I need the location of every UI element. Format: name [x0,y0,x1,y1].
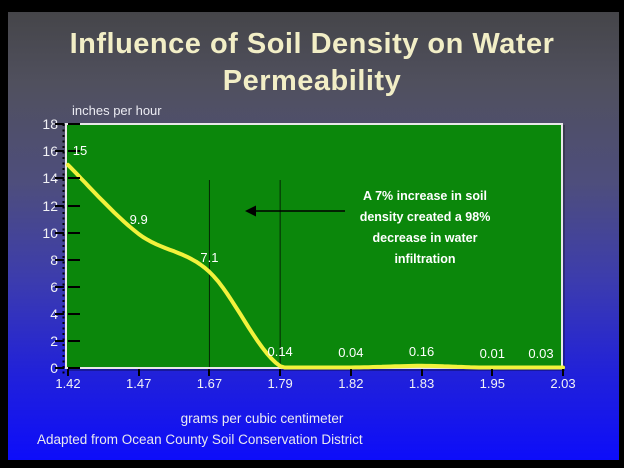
x-axis-tick [67,369,69,376]
y-axis-inner-tick [68,204,80,207]
x-axis-tick [491,369,494,376]
y-axis-tick [55,177,64,180]
x-axis-label: 1.42 [55,376,81,391]
annotation-line: A 7% increase in soil [363,189,487,203]
y-axis-tick [55,231,64,234]
data-point-label: 9.9 [129,211,148,227]
y-axis-tick [55,123,64,126]
y-axis-label: 14 [42,170,58,187]
y-axis-tick [55,258,64,261]
annotation-line: infiltration [394,252,456,266]
y-axis-inner-tick [68,285,80,288]
x-axis-label: 1.82 [338,376,364,391]
x-axis-label: 2.03 [550,376,576,391]
x-axis-tick [562,369,564,376]
x-axis-label: 1.95 [479,376,505,391]
y-axis-label: 6 [24,279,58,295]
x-axis-label: 1.83 [408,376,435,391]
y-axis-label: 8 [24,252,58,268]
x-axis-tick [208,369,211,376]
data-point-label: 0.14 [267,344,293,360]
x-axis-tick [137,369,140,376]
y-axis-inner-tick [68,339,80,342]
y-axis-label: 10 [42,224,58,241]
slide-title-line-1: Influence of Soil Density on Water [69,28,555,60]
y-axis-inner-tick [68,150,80,153]
y-axis-title: inches per hour [72,103,162,118]
x-axis-label: 1.67 [196,376,223,391]
x-axis-tick [349,369,352,376]
source-credit: Adapted from Ocean County Soil Conservat… [37,432,363,447]
y-axis-tick [55,339,64,342]
slide-title: Influence of Soil Density on Water Perme… [12,26,612,100]
y-axis-inner-tick [68,312,80,315]
y-axis-tick [55,285,64,288]
y-axis-tick [55,150,64,153]
annotation-line: density created a 98% [359,210,491,224]
y-axis-inner-tick [68,123,80,126]
y-axis-tick [55,312,64,315]
slide-title-line-2: Permeability [222,65,402,97]
y-axis-label: 18 [42,116,58,133]
y-axis-tick [55,204,64,207]
annotation-line: decrease in water [372,231,478,245]
y-axis-inner-tick [68,231,80,234]
x-axis-tick [279,369,282,376]
y-axis-label: 12 [42,197,58,214]
y-axis-label: 16 [42,143,58,160]
y-axis-label: 4 [24,306,58,322]
y-axis-inner-tick [68,367,80,369]
data-point-label: 15 [72,142,88,158]
data-point-label: 0.01 [479,345,505,361]
x-axis-label: 1.47 [126,376,152,391]
y-axis-label: 0 [24,360,58,376]
annotation-text: A 7% increase in soil density created a … [339,186,511,270]
x-axis-tick [420,369,423,376]
data-point-label: 0.04 [338,345,364,361]
data-point-label: 7.1 [200,249,219,265]
data-point-label: 0.03 [528,345,554,361]
x-axis-label: 1.79 [267,376,293,391]
x-axis-title: grams per cubic centimeter [180,411,344,426]
y-axis-inner-tick [68,177,80,180]
y-axis-tick [55,367,64,369]
y-axis-inner-tick [68,258,80,261]
y-axis-label: 2 [24,333,58,349]
data-point-label: 0.16 [408,343,435,359]
